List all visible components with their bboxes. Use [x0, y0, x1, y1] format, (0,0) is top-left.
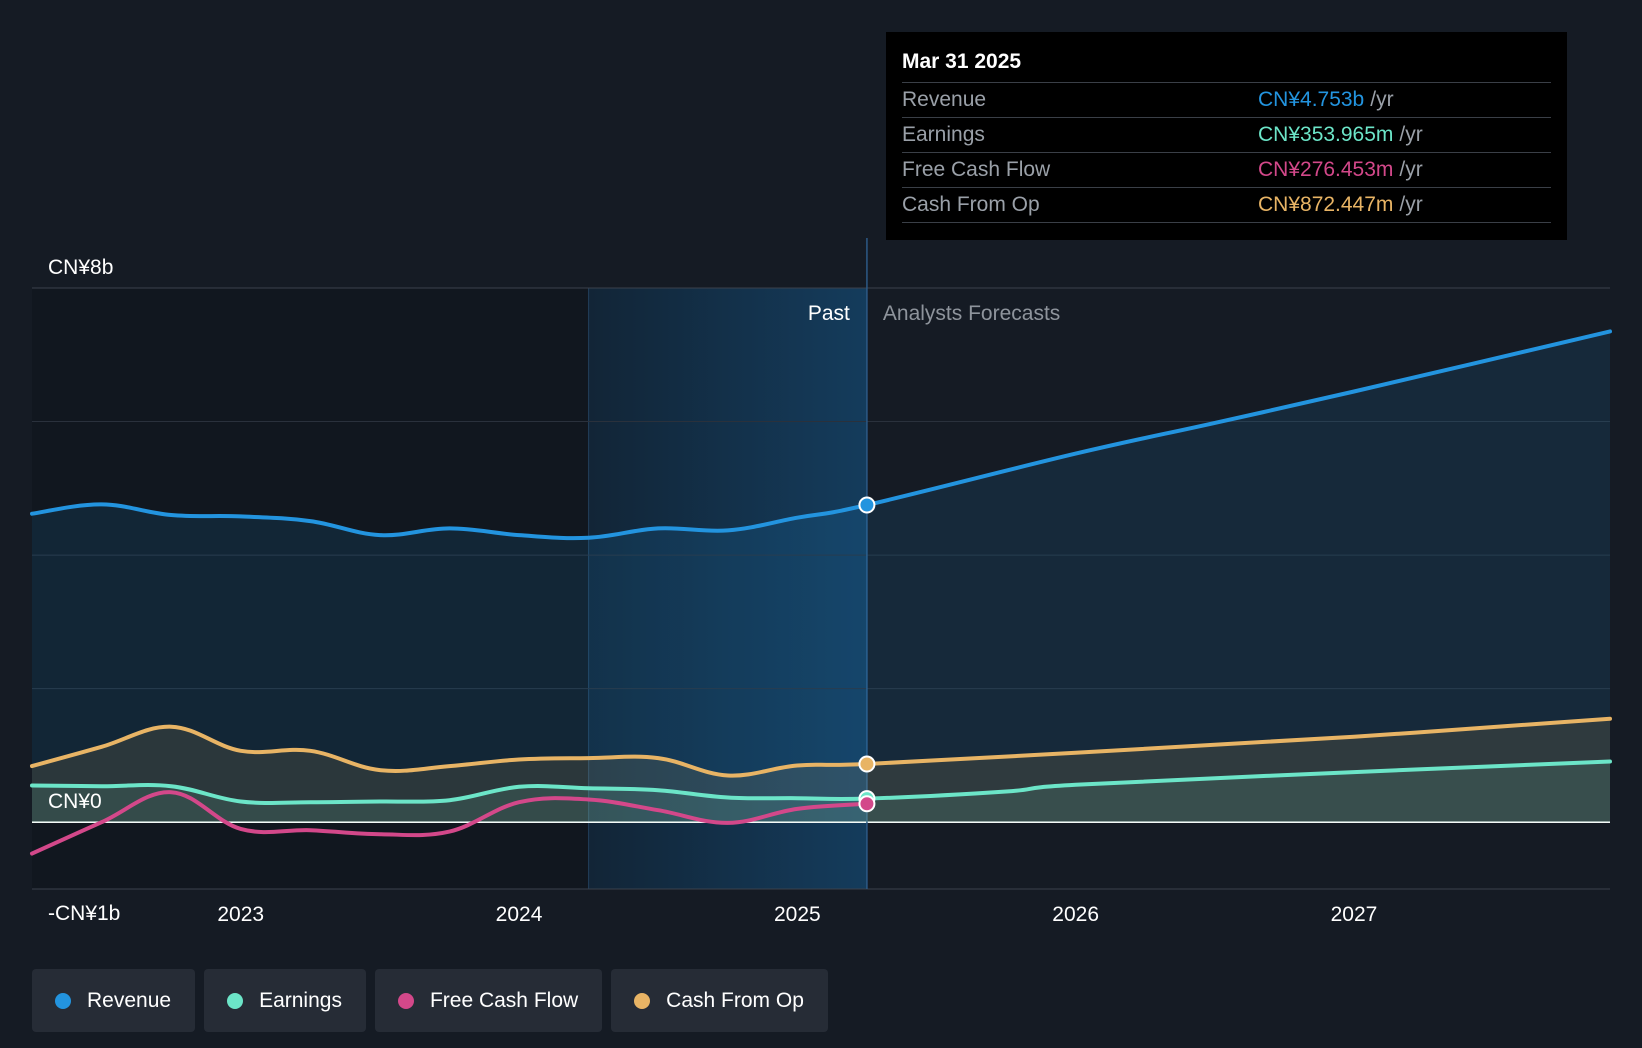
- revenue-line: [30, 329, 1612, 541]
- tooltip-row-cash-from-op: Cash From Op CN¥872.447m/yr: [902, 187, 1551, 223]
- cash-from-op-line: [30, 716, 1612, 778]
- tooltip-value: CN¥276.453m/yr: [1258, 158, 1423, 181]
- legend-item-free-cash-flow[interactable]: Free Cash Flow: [374, 969, 603, 1032]
- legend-label: Revenue: [87, 988, 172, 1012]
- legend-label: Cash From Op: [666, 988, 804, 1012]
- earnings-area: [32, 761, 1610, 823]
- cash-from-op-dot-icon: [634, 992, 651, 1009]
- tooltip-label: Earnings: [902, 123, 985, 146]
- y-tick-label: CN¥8b: [48, 256, 113, 279]
- forecast-label: Analysts Forecasts: [883, 302, 1060, 325]
- earnings-line: [30, 759, 1612, 805]
- free-cash-flow-dot-icon: [397, 992, 414, 1009]
- earnings-dot-icon: [227, 992, 244, 1009]
- legend-item-earnings[interactable]: Earnings: [204, 969, 366, 1032]
- x-tick-label: 2023: [217, 903, 264, 926]
- legend-item-cash-from-op[interactable]: Cash From Op: [611, 969, 828, 1032]
- tooltip: Mar 31 2025 Revenue CN¥4.753b/yr Earning…: [886, 32, 1567, 240]
- tooltip-date: Mar 31 2025: [902, 50, 1022, 73]
- tooltip-row-free-cash-flow: Free Cash Flow CN¥276.453m/yr: [902, 152, 1551, 187]
- legend: Revenue Earnings Free Cash Flow Cash Fro…: [32, 969, 837, 1032]
- y-tick-label: CN¥0: [48, 790, 102, 813]
- tooltip-row-revenue: Revenue CN¥4.753b/yr: [902, 82, 1551, 117]
- revenue-marker: [858, 496, 876, 514]
- tooltip-value: CN¥353.965m/yr: [1258, 123, 1423, 146]
- x-tick-label: 2025: [774, 903, 821, 926]
- revenue-area: [32, 331, 1610, 823]
- tooltip-value: CN¥872.447m/yr: [1258, 193, 1423, 216]
- tooltip-value: CN¥4.753b/yr: [1258, 88, 1394, 111]
- tooltip-label: Free Cash Flow: [902, 158, 1051, 181]
- tooltip-label: Revenue: [902, 88, 987, 111]
- legend-label: Earnings: [259, 988, 342, 1012]
- x-tick-label: 2024: [496, 903, 543, 926]
- legend-item-revenue[interactable]: Revenue: [32, 969, 196, 1032]
- x-tick-label: 2026: [1052, 903, 1099, 926]
- free-cash-flow-marker: [858, 795, 876, 813]
- x-tick-label: 2027: [1331, 903, 1378, 926]
- past-label: Past: [808, 302, 850, 325]
- legend-label: Free Cash Flow: [429, 988, 579, 1012]
- tooltip-row-earnings: Earnings CN¥353.965m/yr: [902, 117, 1551, 152]
- cash-from-op-marker: [858, 755, 876, 773]
- revenue-dot-icon: [55, 992, 71, 1009]
- cash-from-op-area: [32, 718, 1610, 823]
- tooltip-label: Cash From Op: [902, 193, 1040, 216]
- y-tick-label: -CN¥1b: [48, 902, 120, 925]
- free-cash-flow-line: [30, 790, 869, 856]
